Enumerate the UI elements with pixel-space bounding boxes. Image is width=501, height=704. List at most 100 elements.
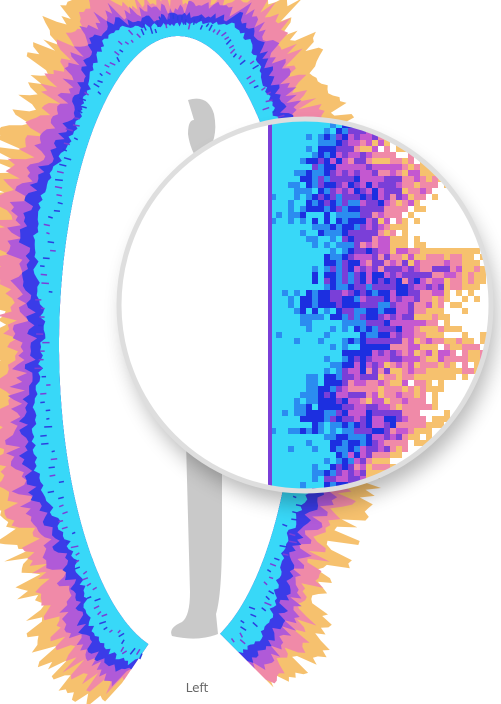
zoom-pixel: [270, 170, 276, 176]
zoom-pixel: [432, 194, 438, 200]
zoom-pixel: [426, 266, 432, 272]
zoom-pixel: [378, 200, 384, 206]
zoom-pixel: [306, 296, 312, 302]
zoom-pixel: [312, 404, 318, 410]
zoom-pixel: [384, 170, 390, 176]
zoom-pixel: [288, 362, 294, 368]
zoom-pixel: [384, 464, 390, 470]
zoom-pixel: [270, 320, 276, 326]
zoom-pixel: [474, 122, 480, 128]
zoom-pixel: [360, 368, 366, 374]
zoom-pixel: [270, 254, 276, 260]
zoom-pixel: [324, 422, 330, 428]
zoom-pixel: [342, 218, 348, 224]
zoom-pixel: [432, 332, 438, 338]
zoom-pixel: [312, 308, 318, 314]
aura-streak: [187, 23, 191, 30]
zoom-pixel: [288, 302, 294, 308]
zoom-pixel: [354, 290, 360, 296]
zoom-pixel: [306, 386, 312, 392]
zoom-pixel: [342, 176, 348, 182]
zoom-pixel: [372, 386, 378, 392]
zoom-pixel: [348, 158, 354, 164]
zoom-pixel: [276, 404, 282, 410]
zoom-pixel: [360, 308, 366, 314]
zoom-pixel: [330, 200, 336, 206]
zoom-pixel: [402, 494, 408, 500]
zoom-pixel: [282, 320, 288, 326]
zoom-pixel: [312, 170, 318, 176]
zoom-pixel: [318, 278, 324, 284]
zoom-pixel: [312, 272, 318, 278]
zoom-pixel: [288, 332, 294, 338]
zoom-pixel: [288, 416, 294, 422]
zoom-pixel: [306, 452, 312, 458]
zoom-pixel: [306, 404, 312, 410]
zoom-pixel: [462, 266, 468, 272]
zoom-pixel: [438, 488, 444, 491]
zoom-pixel: [294, 452, 300, 458]
zoom-pixel: [426, 338, 432, 344]
zoom-pixel: [276, 212, 282, 218]
zoom-pixel: [450, 326, 456, 332]
zoom-pixel: [342, 200, 348, 206]
zoom-pixel: [384, 242, 390, 248]
zoom-pixel: [348, 404, 354, 410]
zoom-pixel: [354, 176, 360, 182]
zoom-pixel: [294, 254, 300, 260]
zoom-pixel: [360, 422, 366, 428]
zoom-pixel: [354, 350, 360, 356]
aura-streak: [261, 86, 266, 91]
zoom-pixel: [474, 350, 480, 356]
aura-streak: [62, 148, 68, 152]
zoom-pixel: [402, 386, 408, 392]
zoom-pixel: [324, 380, 330, 386]
zoom-pixel: [402, 434, 408, 440]
zoom-pixel: [288, 338, 294, 344]
zoom-pixel: [378, 428, 384, 434]
zoom-pixel: [402, 218, 408, 224]
zoom-pixel: [402, 482, 408, 488]
zoom-pixel: [402, 284, 408, 290]
aura-streak: [165, 23, 168, 29]
zoom-pixel: [402, 224, 408, 230]
zoom-pixel: [348, 230, 354, 236]
zoom-pixel: [342, 446, 348, 452]
zoom-pixel: [456, 272, 462, 278]
zoom-pixel: [324, 128, 330, 134]
zoom-pixel: [372, 302, 378, 308]
zoom-pixel: [396, 206, 402, 212]
zoom-pixel: [438, 356, 444, 362]
zoom-pixel: [342, 158, 348, 164]
zoom-pixel: [312, 254, 318, 260]
zoom-pixel: [420, 386, 426, 392]
zoom-pixel: [282, 176, 288, 182]
zoom-pixel: [312, 374, 318, 380]
zoom-pixel: [390, 386, 396, 392]
zoom-pixel: [318, 350, 324, 356]
zoom-pixel: [270, 440, 276, 446]
zoom-pixel: [396, 314, 402, 320]
zoom-pixel: [270, 302, 276, 308]
aura-streak: [216, 29, 221, 36]
zoom-pixel: [426, 284, 432, 290]
zoom-pixel: [318, 230, 324, 236]
zoom-pixel: [408, 170, 414, 176]
zoom-pixel: [402, 320, 408, 326]
zoom-pixel: [348, 428, 354, 434]
zoom-pixel: [354, 152, 360, 158]
zoom-pixel: [408, 188, 414, 194]
zoom-pixel: [294, 302, 300, 308]
zoom-pixel: [294, 350, 300, 356]
zoom-pixel: [420, 440, 426, 446]
zoom-pixel: [276, 266, 282, 272]
zoom-pixel: [270, 206, 276, 212]
zoom-pixel: [438, 266, 444, 272]
zoom-pixel: [318, 182, 324, 188]
zoom-pixel: [444, 296, 450, 302]
zoom-pixel: [366, 302, 372, 308]
aura-streak: [199, 25, 204, 30]
zoom-pixel: [276, 170, 282, 176]
zoom-pixel: [396, 440, 402, 446]
zoom-pixel: [354, 278, 360, 284]
